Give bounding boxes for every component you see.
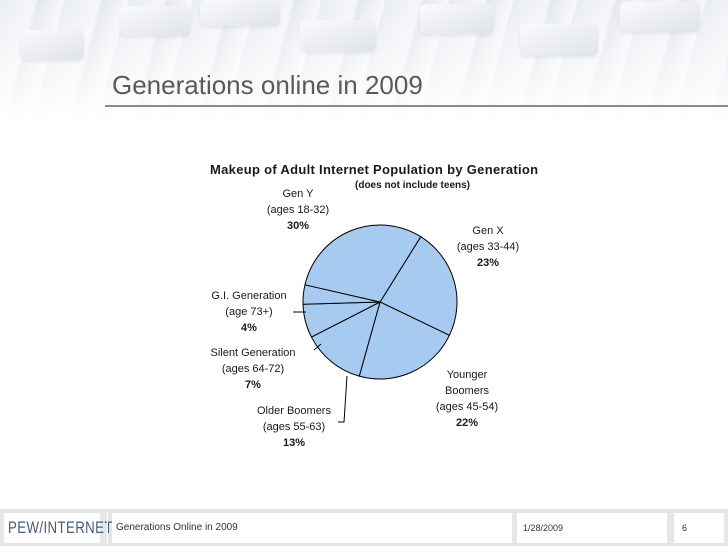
label-gen-y-name: Gen Y [282, 188, 314, 200]
label-older-boomers-percent: 13% [282, 437, 306, 449]
keyboard-key [120, 6, 190, 36]
label-younger-boomers-name: Younger Boomers [444, 369, 490, 397]
label-older-boomers-name: Older Boomers [257, 405, 331, 417]
chart-subtitle: (does not include teens) [355, 180, 471, 191]
pew-internet-logo: PEW/INTERNET [4, 513, 112, 543]
pie-slice-younger-boomers [358, 301, 451, 380]
label-younger-boomers: Younger Boomers (ages 45-54) 22% [422, 367, 512, 431]
footer-date: 1/28/2009 [523, 523, 564, 533]
footer-divider [107, 513, 108, 543]
label-gen-x: Gen X (ages 33-44) 23% [440, 223, 536, 271]
footer-title-box: Generations Online in 2009 [112, 513, 512, 543]
slide-title: Generations online in 2009 [112, 70, 423, 100]
label-gen-x-percent: 23% [476, 257, 500, 269]
label-gen-y-range: (ages 18-32) [266, 204, 330, 216]
label-gi-generation-name: G.I. Generation [211, 290, 287, 302]
footer-date-box: 1/28/2009 [517, 513, 667, 543]
title-divider [105, 105, 728, 107]
footer-title: Generations Online in 2009 [116, 522, 238, 533]
label-younger-boomers-percent: 22% [455, 417, 479, 429]
keyboard-background-image [0, 0, 728, 120]
keyboard-key [20, 30, 84, 60]
pie-slice-older-boomers [310, 301, 381, 377]
footer-page-box: 6 [674, 513, 724, 543]
page-number: 6 [682, 523, 688, 533]
label-older-boomers-range: (ages 55-63) [262, 421, 326, 433]
label-gen-x-name: Gen X [472, 225, 504, 237]
pie-slice-gen-x [379, 236, 458, 336]
keyboard-key [620, 2, 700, 32]
leader-line-older-boomers [338, 375, 348, 423]
keyboard-key [420, 4, 494, 34]
keyboard-key [300, 20, 376, 52]
label-silent-generation-range: (ages 64-72) [221, 363, 285, 375]
pew-internet-logo-text: PEW/INTERNET [8, 518, 113, 537]
label-gi-generation: G.I. Generation (age 73+) 4% [200, 288, 298, 336]
keyboard-key [200, 0, 280, 26]
label-younger-boomers-range: (ages 45-54) [435, 401, 499, 413]
pie-slice-gen-y [304, 224, 422, 303]
label-gen-y-percent: 30% [286, 220, 310, 232]
chart-title: Makeup of Adult Internet Population by G… [210, 162, 539, 177]
label-older-boomers: Older Boomers (ages 55-63) 13% [244, 403, 344, 451]
keyboard-key [520, 24, 598, 56]
label-silent-generation-percent: 7% [245, 379, 261, 391]
label-gi-generation-range: (age 73+) [225, 306, 273, 318]
label-gen-y: Gen Y (ages 18-32) 30% [250, 186, 346, 234]
label-gen-x-range: (ages 33-44) [456, 241, 520, 253]
label-silent-generation: Silent Generation (ages 64-72) 7% [198, 345, 308, 393]
label-gi-generation-percent: 4% [241, 322, 257, 334]
label-silent-generation-name: Silent Generation [210, 347, 296, 359]
leader-line-silent-generation [313, 343, 322, 351]
